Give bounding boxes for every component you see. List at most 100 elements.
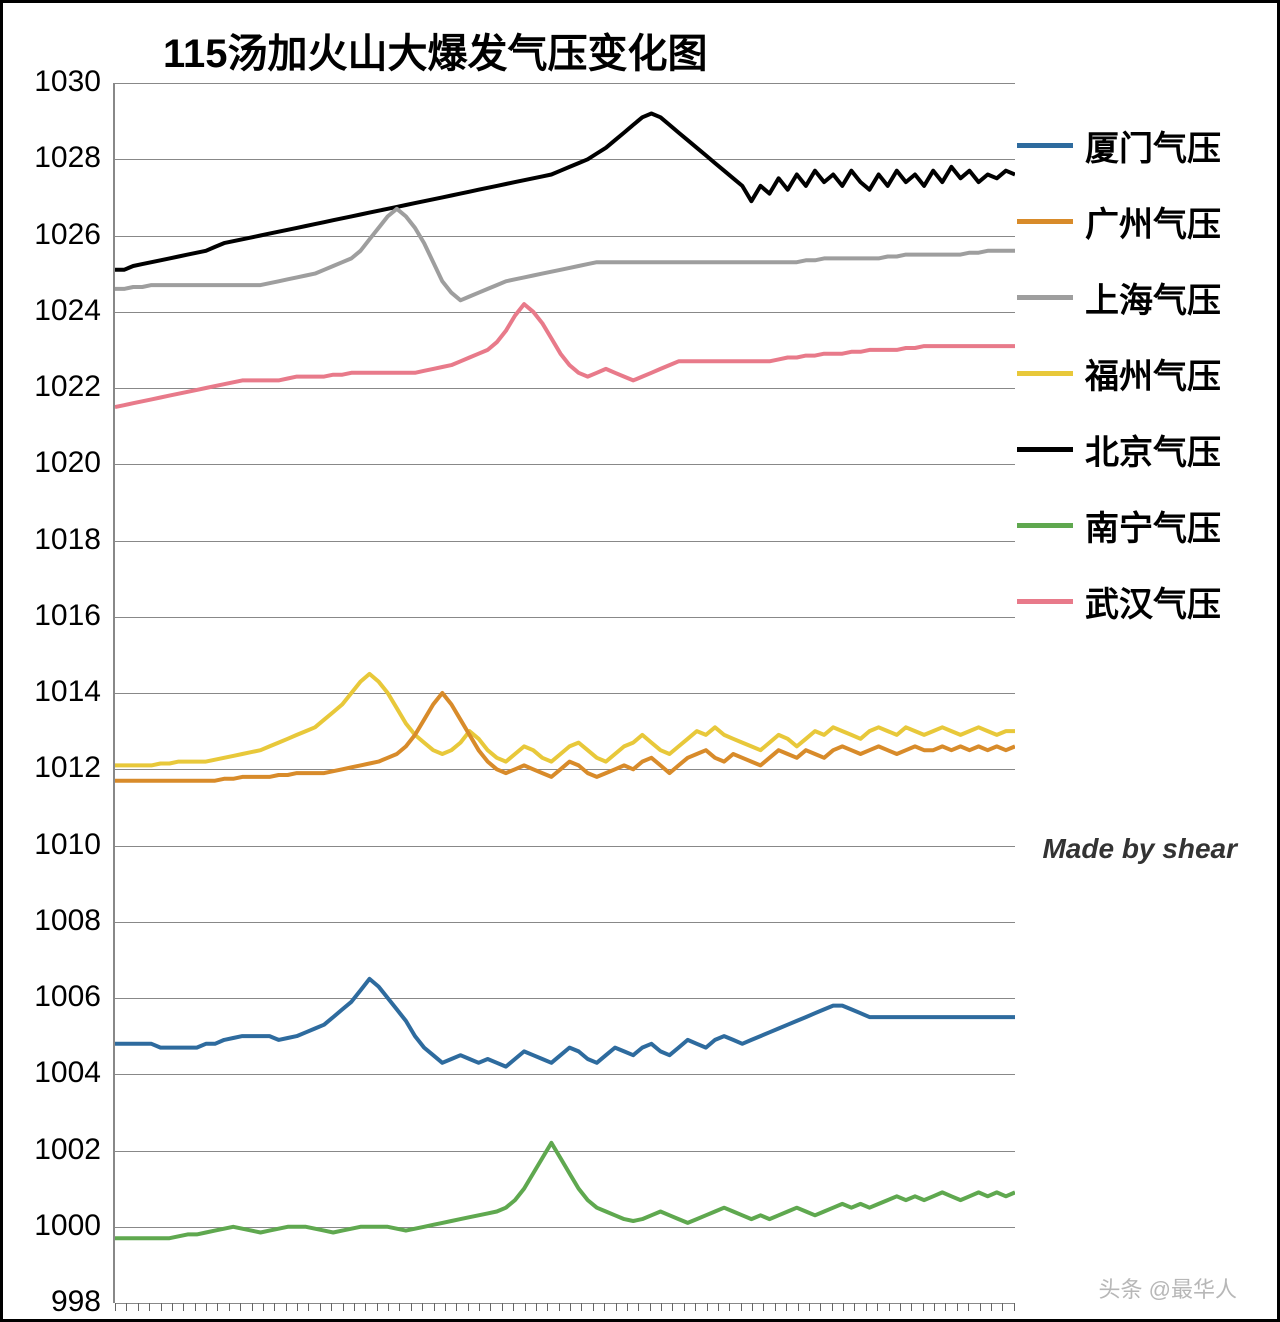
legend-swatch — [1017, 371, 1073, 376]
x-tick — [1002, 1303, 1003, 1311]
x-tick — [616, 1303, 617, 1311]
y-tick-label: 1004 — [11, 1056, 101, 1090]
y-tick-label: 1006 — [11, 980, 101, 1014]
x-tick — [388, 1303, 389, 1311]
x-tick — [695, 1303, 696, 1311]
watermark-text: 头条 @最华人 — [1099, 1272, 1237, 1304]
x-tick — [434, 1303, 435, 1311]
legend-item: 北京气压 — [1017, 427, 1257, 471]
y-tick-label: 1014 — [11, 675, 101, 709]
x-tick — [729, 1303, 730, 1311]
legend: 厦门气压广州气压上海气压福州气压北京气压南宁气压武汉气压 — [1017, 123, 1257, 655]
x-tick — [240, 1303, 241, 1311]
y-tick-label: 1022 — [11, 370, 101, 404]
legend-label: 上海气压 — [1085, 273, 1221, 322]
x-tick — [741, 1303, 742, 1311]
x-tick — [206, 1303, 207, 1311]
x-tick — [456, 1303, 457, 1311]
x-tick — [672, 1303, 673, 1311]
y-tick-label: 1018 — [11, 523, 101, 557]
x-tick — [422, 1303, 423, 1311]
x-tick — [297, 1303, 298, 1311]
x-tick — [934, 1303, 935, 1311]
chart-lines — [115, 83, 1015, 1303]
x-tick — [809, 1303, 810, 1311]
x-tick — [798, 1303, 799, 1311]
x-tick — [161, 1303, 162, 1311]
x-tick — [877, 1303, 878, 1311]
x-tick — [968, 1303, 969, 1311]
x-tick — [570, 1303, 571, 1311]
legend-swatch — [1017, 523, 1073, 528]
x-tick — [138, 1303, 139, 1311]
x-tick — [490, 1303, 491, 1311]
x-tick — [559, 1303, 560, 1311]
series-line-上海气压 — [115, 209, 1015, 300]
x-tick — [638, 1303, 639, 1311]
legend-swatch — [1017, 219, 1073, 224]
x-tick — [1014, 1303, 1015, 1311]
x-tick — [718, 1303, 719, 1311]
x-axis-ticks — [115, 1303, 1015, 1311]
x-tick — [126, 1303, 127, 1311]
x-tick — [786, 1303, 787, 1311]
chart-container: 115汤加火山大爆发气压变化图 998100010021004100610081… — [0, 0, 1280, 1322]
x-tick — [172, 1303, 173, 1311]
x-tick — [536, 1303, 537, 1311]
y-tick-label: 1010 — [11, 828, 101, 862]
x-tick — [354, 1303, 355, 1311]
plot-area — [113, 83, 1013, 1303]
legend-label: 武汉气压 — [1085, 577, 1221, 626]
x-tick — [263, 1303, 264, 1311]
x-tick — [923, 1303, 924, 1311]
x-tick — [229, 1303, 230, 1311]
y-tick-label: 1024 — [11, 294, 101, 328]
legend-item: 广州气压 — [1017, 199, 1257, 243]
series-line-武汉气压 — [115, 304, 1015, 407]
x-tick — [195, 1303, 196, 1311]
x-tick — [365, 1303, 366, 1311]
x-tick — [445, 1303, 446, 1311]
series-line-厦门气压 — [115, 979, 1015, 1067]
x-tick — [581, 1303, 582, 1311]
y-tick-label: 1028 — [11, 141, 101, 175]
x-tick — [502, 1303, 503, 1311]
y-tick-label: 1026 — [11, 218, 101, 252]
x-tick — [320, 1303, 321, 1311]
legend-swatch — [1017, 599, 1073, 604]
y-tick-label: 1030 — [11, 65, 101, 99]
y-tick-label: 998 — [11, 1285, 101, 1319]
x-tick — [991, 1303, 992, 1311]
x-tick — [149, 1303, 150, 1311]
x-tick — [911, 1303, 912, 1311]
x-tick — [832, 1303, 833, 1311]
legend-swatch — [1017, 447, 1073, 452]
series-line-广州气压 — [115, 693, 1015, 781]
x-tick — [650, 1303, 651, 1311]
x-tick — [820, 1303, 821, 1311]
x-tick — [957, 1303, 958, 1311]
legend-label: 厦门气压 — [1085, 121, 1221, 170]
x-tick — [763, 1303, 764, 1311]
credit-text: Made by shear — [1042, 833, 1237, 865]
legend-item: 武汉气压 — [1017, 579, 1257, 623]
x-tick — [980, 1303, 981, 1311]
legend-swatch — [1017, 295, 1073, 300]
x-tick — [889, 1303, 890, 1311]
legend-item: 厦门气压 — [1017, 123, 1257, 167]
legend-label: 广州气压 — [1085, 197, 1221, 246]
x-tick — [627, 1303, 628, 1311]
x-tick — [866, 1303, 867, 1311]
legend-label: 南宁气压 — [1085, 501, 1221, 550]
x-tick — [752, 1303, 753, 1311]
x-tick — [604, 1303, 605, 1311]
legend-label: 北京气压 — [1085, 425, 1221, 474]
series-line-福州气压 — [115, 674, 1015, 766]
legend-item: 上海气压 — [1017, 275, 1257, 319]
x-tick — [661, 1303, 662, 1311]
series-line-南宁气压 — [115, 1143, 1015, 1238]
x-tick — [513, 1303, 514, 1311]
x-tick — [684, 1303, 685, 1311]
x-tick — [183, 1303, 184, 1311]
x-tick — [525, 1303, 526, 1311]
